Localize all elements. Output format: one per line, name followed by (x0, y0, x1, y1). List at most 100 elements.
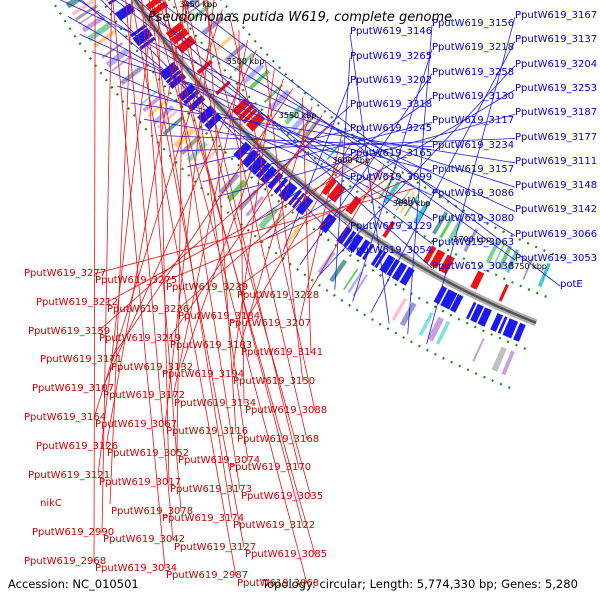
cog-band-forward (491, 346, 507, 372)
gene-label-reverse: PputW619_3085 (245, 548, 328, 560)
kbp-tick-label: 3650 kbp (392, 199, 431, 209)
cog-band-reverse (242, 62, 265, 84)
reverse-gene-arrow (170, 28, 189, 45)
gene-label-forward: PputW619_3129 (350, 220, 433, 232)
forward-gene-arrow (260, 166, 277, 184)
gene-label-forward: potE (560, 279, 583, 290)
gene-label-forward: solA (396, 196, 417, 208)
gene-label-forward: PputW619_3117 (432, 115, 515, 127)
gene-label-forward: PputW619_3142 (515, 204, 598, 216)
gene-label-forward: PputW619_3234 (432, 139, 515, 151)
genome-backbone (130, 0, 538, 327)
kbp-tick-label: 3750 kbp (509, 262, 547, 272)
leader-line-forward (172, 138, 516, 152)
leader-line-reverse (131, 0, 237, 577)
leader-line-reverse (206, 0, 237, 433)
forward-gene-arrow (273, 177, 289, 194)
leader-line-forward (77, 0, 433, 220)
cog-band-forward (173, 127, 196, 149)
gene-label-forward: PputW619_3080 (432, 212, 515, 224)
forward-gene-arrow (477, 307, 492, 327)
gene-label-reverse: PputW619_3183 (170, 340, 253, 351)
forward-gene-arrow (449, 294, 464, 313)
leader-line-reverse (105, 0, 186, 447)
reverse-gene-arrow (238, 104, 255, 121)
gene-label-forward: PputW619_3054 (350, 244, 433, 256)
leader-line-forward (184, 0, 561, 287)
forward-gene-arrow (470, 303, 484, 323)
gene-label-reverse: PputW619_3236 (107, 304, 190, 315)
cog-band-forward (329, 259, 348, 283)
gene-label-forward: PputW619_3177 (515, 131, 598, 143)
leader-line-forward (349, 33, 390, 324)
cog-band-forward (399, 302, 417, 327)
forward-gene-arrow (248, 155, 268, 175)
gene-label-forward: PputW619_3167 (515, 10, 598, 21)
gene-label-forward: PputW619_3099 (350, 172, 433, 183)
leader-line-reverse (93, 0, 96, 563)
cog-band-forward (101, 42, 124, 59)
forward-gene-arrow (513, 322, 526, 342)
leader-line-reverse (157, 0, 170, 483)
gene-label-forward: PputW619_3258 (432, 66, 515, 78)
gene-label-reverse: PputW619_3172 (103, 390, 186, 402)
cog-band-reverse (263, 84, 283, 104)
leader-line-forward (100, 0, 351, 253)
gene-label-reverse: PputW619_3052 (107, 448, 190, 459)
gene-label-reverse: PputW619_3141 (241, 347, 324, 359)
cog-band-reverse (485, 239, 501, 264)
gene-label-forward: PputW619_3204 (515, 58, 598, 70)
forward-gene-arrow (291, 192, 306, 209)
leader-line-forward (79, 33, 433, 196)
leader-line-reverse (183, 0, 249, 462)
reverse-gene-arrow (321, 177, 337, 196)
leader-line-reverse (231, 69, 275, 375)
forward-gene-arrow (433, 285, 448, 305)
leader-line-forward (316, 65, 516, 278)
gene-label-forward: PputW619_3130 (432, 91, 515, 102)
leader-line-forward (158, 135, 433, 147)
gene-label-reverse: PputW619_3127 (174, 541, 257, 553)
cog-band-forward (343, 268, 359, 291)
cog-band-forward (435, 320, 451, 345)
leader-line-forward (130, 102, 516, 164)
leader-line-reverse (164, 0, 215, 426)
gene-label-reverse: PputW619_3121 (28, 469, 111, 481)
gene-label-forward: PputW619_3146 (350, 26, 433, 38)
cog-band-reverse (249, 69, 270, 90)
forward-gene-arrow (497, 316, 508, 334)
gene-label-forward: PputW619_3218 (432, 42, 515, 54)
cog-band-forward (245, 195, 265, 217)
forward-gene-arrow (370, 249, 384, 267)
gene-label-forward: PputW619_3156 (432, 18, 515, 30)
gene-label-forward: PputW619_3318 (350, 99, 433, 111)
cog-band-reverse (399, 191, 415, 214)
cog-band-reverse (395, 189, 411, 211)
gene-label-reverse: PputW619_3173 (170, 484, 253, 495)
gene-label-forward: PputW619_3137 (515, 34, 598, 46)
leader-line-reverse (239, 106, 313, 347)
leader-line-reverse (164, 0, 241, 491)
leader-line-forward (137, 0, 433, 269)
cog-band-reverse (497, 245, 512, 270)
gene-label-forward: PputW619_3063 (432, 236, 515, 248)
leader-line-forward (144, 118, 351, 156)
cog-band-reverse (284, 103, 305, 125)
gene-label-forward: PputW619_3111 (515, 155, 598, 167)
dotted-guide-ring (167, 0, 547, 298)
forward-gene-arrow (115, 3, 136, 21)
gene-label-forward: PputW619_3148 (515, 180, 598, 192)
gene-label-reverse: PputW619_3275 (95, 275, 178, 287)
feature-rings (50, 0, 563, 389)
leader-line-forward (117, 85, 433, 172)
gene-label-reverse: PputW619_3212 (36, 296, 119, 308)
gene-label-reverse: PputW619_3034 (95, 563, 178, 575)
gene-label-forward: PputW619_3265 (350, 50, 433, 62)
leader-line-forward (120, 0, 516, 237)
leader-line-reverse (264, 59, 304, 383)
leader-line-forward (67, 16, 397, 204)
leader-line-reverse (168, 115, 323, 340)
cog-band-reverse (290, 109, 312, 132)
gene-label-reverse: PputW619_3219 (99, 332, 182, 344)
kbp-tick-label: 3550 kbp (278, 110, 317, 120)
